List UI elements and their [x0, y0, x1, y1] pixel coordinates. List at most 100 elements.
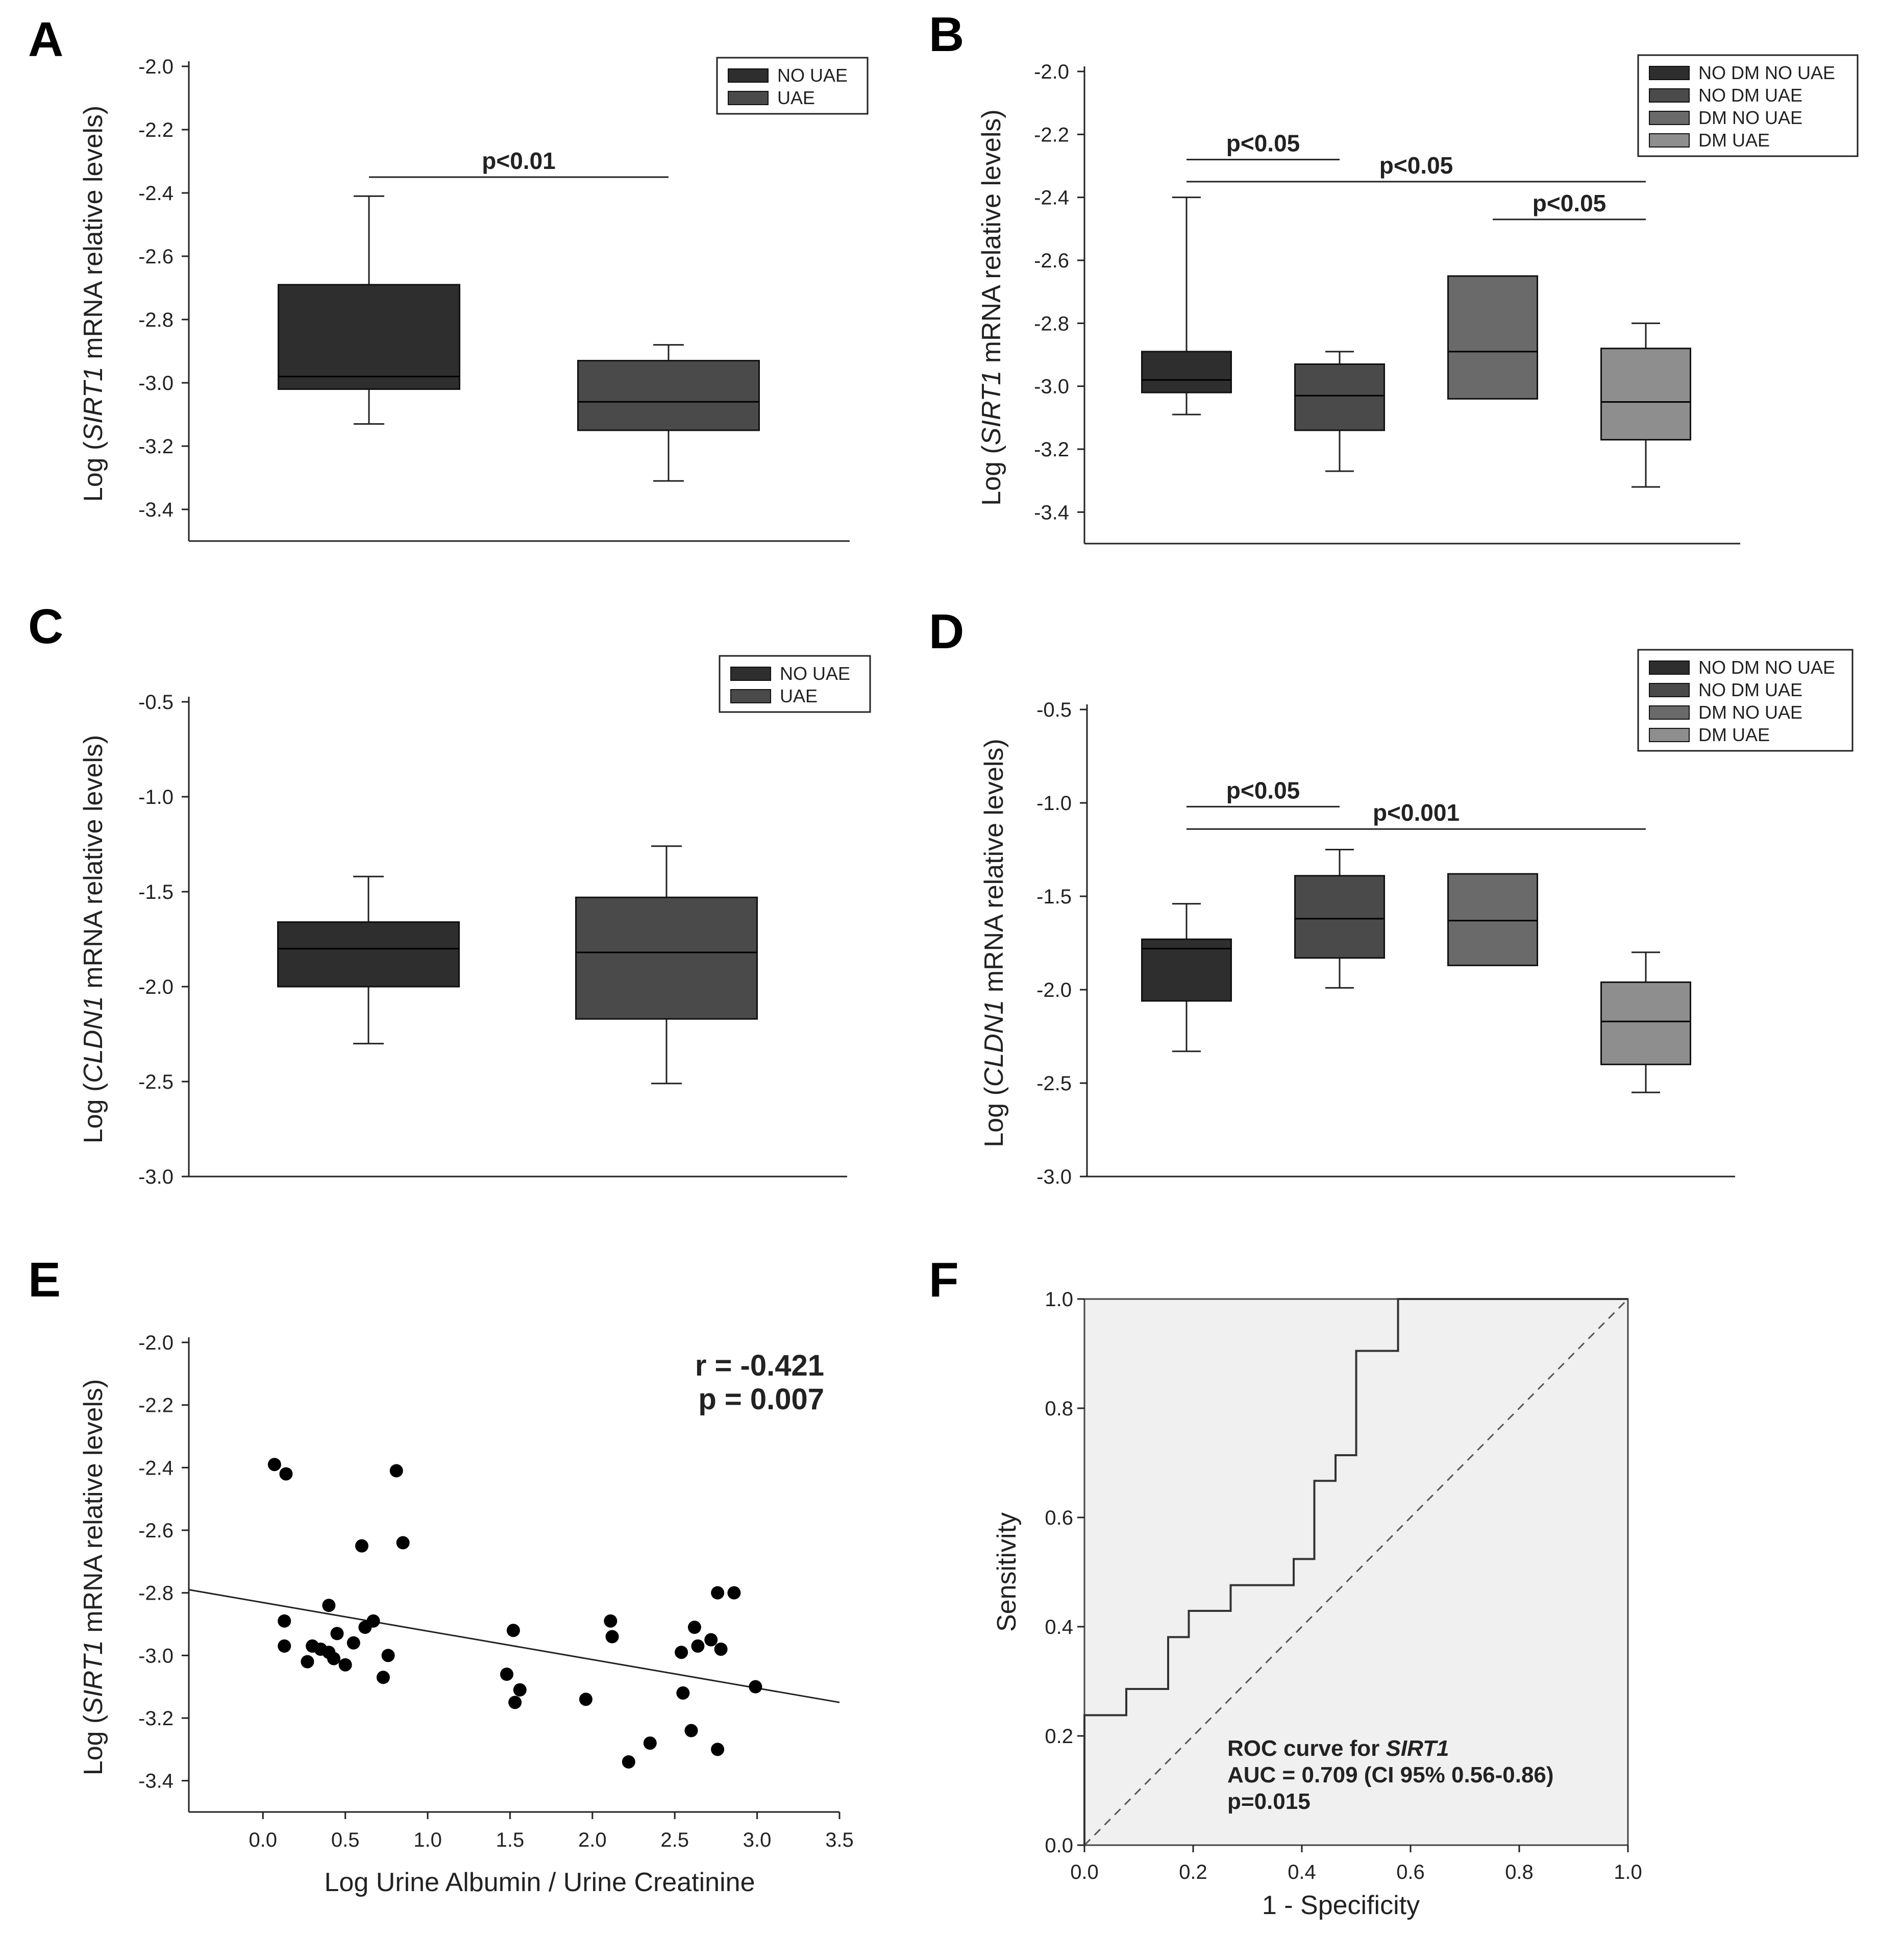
- box-no-dm-uae: [1294, 351, 1385, 472]
- y-axis-label-gene: CLDN1: [79, 996, 108, 1083]
- y-tick-label: -2.5: [1036, 1072, 1072, 1095]
- y-axis-label-gene: SIRT1: [977, 371, 1006, 445]
- scatter-point: [279, 1467, 293, 1481]
- panel-letter: A: [28, 12, 63, 67]
- legend-swatch: [1649, 660, 1690, 675]
- x-tick-label: 3.0: [743, 1829, 772, 1851]
- legend-label: DM NO UAE: [1698, 702, 1802, 723]
- scatter-point: [327, 1652, 341, 1665]
- box-dm-uae: [1600, 322, 1691, 488]
- y-tick-label: 0.4: [1045, 1616, 1073, 1638]
- y-tick-label: -1.5: [138, 881, 174, 903]
- legend-swatch: [1649, 683, 1690, 697]
- legend-label: UAE: [777, 87, 815, 108]
- legend-label: NO DM NO UAE: [1698, 657, 1835, 678]
- box-no-uae: [277, 875, 460, 1045]
- scatter-point: [714, 1643, 728, 1656]
- legend-swatch: [1649, 88, 1690, 103]
- significance-label: p<0.01: [482, 148, 556, 174]
- legend-swatch: [730, 667, 771, 681]
- box-uae: [577, 344, 760, 482]
- regression-line: [188, 1589, 840, 1703]
- y-tick-label: -3.4: [138, 499, 174, 521]
- significance-label: p<0.05: [1226, 777, 1300, 803]
- legend-label: DM UAE: [1698, 724, 1770, 745]
- y-tick-label: -3.0: [138, 1166, 174, 1188]
- y-axis-label-pre: Log (: [979, 1087, 1009, 1147]
- legend-swatch: [728, 91, 769, 105]
- y-tick-label: -2.4: [138, 182, 174, 205]
- scatter-point: [687, 1621, 701, 1634]
- box-dm-no-uae: [1447, 873, 1538, 966]
- box-iqr: [1141, 351, 1232, 394]
- y-tick-label: -2.6: [138, 1520, 174, 1542]
- y-tick-label: -2.0: [138, 1332, 174, 1354]
- x-tick-label: 2.0: [578, 1829, 607, 1851]
- scatter-point: [711, 1743, 725, 1756]
- scatter-point: [389, 1464, 403, 1478]
- y-tick-label: 0.0: [1045, 1834, 1073, 1857]
- y-tick-label: 0.8: [1045, 1398, 1073, 1420]
- significance-label: p<0.05: [1533, 190, 1607, 216]
- y-tick-label: -3.4: [1034, 501, 1069, 524]
- significance-label: p<0.05: [1226, 130, 1300, 157]
- y-tick-label: -2.6: [138, 246, 174, 268]
- scatter-point: [500, 1668, 513, 1681]
- y-tick-label: -2.4: [138, 1457, 174, 1479]
- scatter-point: [301, 1655, 314, 1669]
- y-tick-label: -1.0: [138, 786, 174, 808]
- panel-letter: B: [929, 7, 964, 62]
- legend-swatch: [1649, 705, 1690, 720]
- scatter-point: [355, 1539, 368, 1553]
- scatter-point: [605, 1630, 619, 1644]
- box-iqr: [1600, 348, 1691, 441]
- legend-swatch: [1649, 728, 1690, 742]
- box-iqr: [1600, 981, 1691, 1065]
- box-no-dm-uae: [1294, 849, 1385, 989]
- roc-note-title-gene: SIRT1: [1386, 1736, 1449, 1761]
- box-iqr: [1294, 875, 1385, 959]
- x-tick-label: 0.5: [331, 1829, 360, 1851]
- scatter-point: [513, 1683, 527, 1697]
- roc-note-title: ROC curve for SIRT1: [1227, 1736, 1449, 1761]
- panel-F: F 0.0 0.2 0.4 0.6 0.8 1.0 0.0 0.2 0.4 0.6 0.8 1.0 Sen…: [929, 1253, 1642, 1920]
- panel-letter: F: [929, 1253, 959, 1307]
- x-tick-label: 1.0: [1614, 1861, 1642, 1883]
- x-tick-label: 0.0: [249, 1829, 277, 1851]
- y-axis-label-pre: Log (: [79, 1083, 108, 1143]
- scatter-point: [278, 1639, 291, 1653]
- y-tick-label: -2.0: [138, 56, 174, 78]
- roc-note-title-pre: ROC curve for: [1227, 1736, 1386, 1761]
- y-tick-label: -3.0: [138, 1645, 174, 1667]
- scatter-point: [749, 1680, 762, 1694]
- y-axis-label-gene: CLDN1: [979, 1000, 1009, 1087]
- box-iqr: [1141, 938, 1232, 1002]
- legend-swatch: [730, 689, 771, 703]
- x-tick-label: 0.6: [1396, 1861, 1425, 1883]
- y-tick-label: -3.0: [1036, 1166, 1072, 1188]
- y-tick-label: -3.2: [138, 435, 174, 458]
- y-axis-label-pre: Log (: [79, 1714, 108, 1775]
- y-axis-label: Log (CLDN1 mRNA relative levels): [79, 735, 108, 1144]
- scatter-point: [508, 1696, 522, 1709]
- panel-B: B -2.0 -2.2 -2.4 -2.6 -2.8 -3.0 -3.2 -3.4 Log (SI…: [929, 7, 1859, 545]
- y-tick-label: -0.5: [1036, 699, 1072, 721]
- scatter-point: [604, 1614, 617, 1628]
- y-tick-label: -1.0: [1036, 792, 1072, 815]
- scatter-point: [506, 1624, 520, 1637]
- legend-label: NO DM NO UAE: [1698, 62, 1835, 83]
- panel-letter: E: [28, 1253, 61, 1307]
- y-axis-label-gene: SIRT1: [79, 366, 108, 441]
- box-dm-no-uae: [1447, 275, 1538, 400]
- legend-label: UAE: [780, 685, 818, 706]
- scatter-point: [711, 1586, 725, 1600]
- box-no-dm-no-uae: [1141, 197, 1232, 415]
- scatter-point: [396, 1536, 410, 1550]
- y-tick-label: -2.0: [1034, 61, 1069, 83]
- y-axis-label-post: mRNA relative levels): [79, 735, 108, 996]
- x-axis-label: Log Urine Albumin / Urine Creatinine: [325, 1868, 755, 1897]
- y-tick-label: -2.0: [138, 976, 174, 998]
- x-tick-label: 1.0: [413, 1829, 442, 1851]
